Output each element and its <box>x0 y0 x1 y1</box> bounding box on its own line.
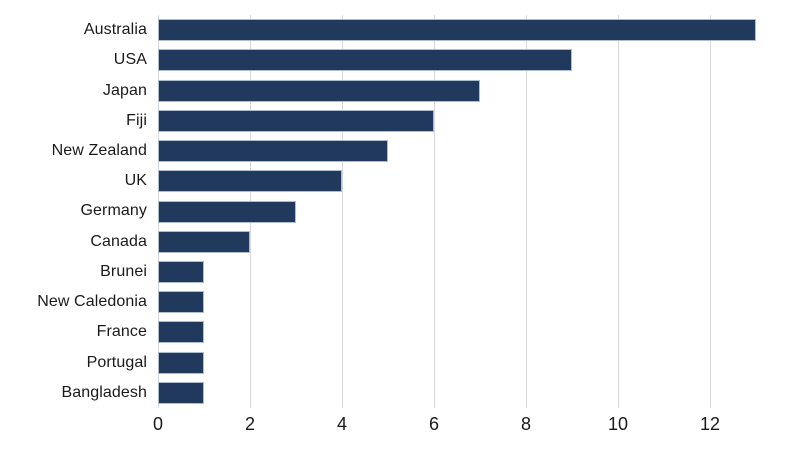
bar-uk <box>158 170 342 193</box>
bar-brunei <box>158 260 204 283</box>
x-tick-label: 6 <box>428 414 439 434</box>
category-label: UK <box>124 172 147 190</box>
category-label: New Zealand <box>51 142 147 160</box>
gridline-x-12 <box>710 15 711 408</box>
bar-fiji <box>158 109 434 132</box>
bar-japan <box>158 79 480 102</box>
x-tick-label: 2 <box>244 414 255 434</box>
gridline-x-6 <box>434 15 435 408</box>
category-label: Germany <box>80 202 147 220</box>
gridline-x-4 <box>342 15 343 408</box>
category-label: USA <box>113 51 147 69</box>
category-label: Australia <box>83 21 147 39</box>
category-label: Japan <box>102 81 147 99</box>
x-tick-label: 10 <box>607 414 629 434</box>
bar-bangladesh <box>158 381 204 404</box>
gridline-x-10 <box>618 15 619 408</box>
bar-usa <box>158 49 572 72</box>
category-label: Brunei <box>100 262 147 280</box>
x-tick-label: 4 <box>336 414 347 434</box>
bar-new-caledonia <box>158 291 204 314</box>
gridline-x-8 <box>526 15 527 408</box>
bar-new-zealand <box>158 140 388 163</box>
category-label: Portugal <box>86 353 147 371</box>
category-label: New Caledonia <box>37 293 147 311</box>
bar-france <box>158 321 204 344</box>
bar-portugal <box>158 351 204 374</box>
category-label: France <box>96 323 147 341</box>
category-label: Canada <box>90 232 147 250</box>
bar-australia <box>158 19 756 42</box>
x-tick-label: 12 <box>699 414 721 434</box>
category-label: Fiji <box>126 111 147 129</box>
x-tick-label: 0 <box>152 414 163 434</box>
bar-canada <box>158 230 250 253</box>
category-label: Bangladesh <box>61 383 147 401</box>
bar-germany <box>158 200 296 223</box>
x-tick-label: 8 <box>520 414 531 434</box>
